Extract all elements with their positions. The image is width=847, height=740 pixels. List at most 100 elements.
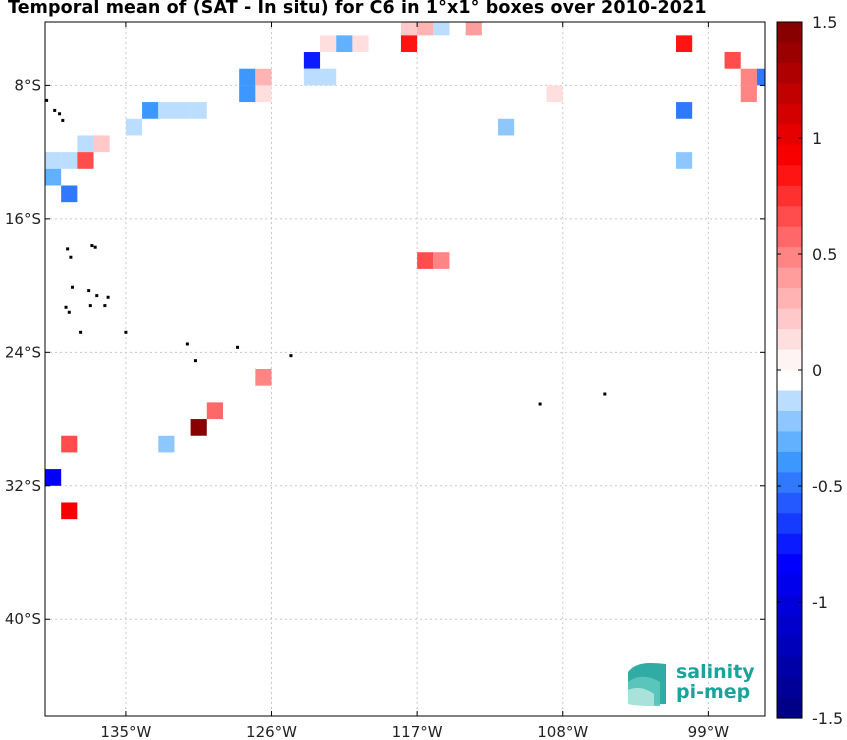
island-marker: [45, 98, 49, 102]
heatmap-cell: [676, 102, 693, 119]
heatmap-cell: [320, 68, 337, 86]
colorbar-tick-label: -1: [812, 593, 828, 612]
island-marker: [61, 118, 65, 122]
salinity-pimep-logo: salinity pi-mep: [628, 661, 755, 706]
heatmap-cell: [352, 35, 369, 53]
island-marker: [124, 330, 128, 334]
colorbar-swatch: [777, 656, 802, 678]
y-tick-label: 24°S: [5, 343, 41, 361]
heatmap-cell: [676, 35, 693, 53]
heatmap-cell: [303, 52, 321, 69]
colorbar-swatch: [777, 62, 802, 85]
heatmap-cell: [433, 252, 450, 269]
x-tick-label: 117°W: [392, 723, 443, 740]
island-marker: [53, 108, 57, 112]
island-marker: [236, 345, 240, 349]
logo-line2: pi-mep: [676, 681, 750, 703]
colorbar-swatch: [777, 144, 802, 166]
island-marker: [71, 285, 75, 289]
colorbar-tick-label: -0.5: [812, 477, 843, 496]
heatmap-cell: [206, 402, 223, 420]
heatmap-cell: [740, 68, 757, 86]
colorbar-swatch: [777, 83, 802, 105]
heatmap-cell: [61, 435, 78, 453]
heatmap-cell: [190, 102, 207, 119]
colorbar-swatch: [777, 574, 802, 596]
colorbar-swatch: [777, 206, 802, 228]
colorbar-swatch: [777, 595, 802, 617]
colorbar-swatch: [777, 390, 802, 412]
x-tick-label: 135°W: [100, 723, 151, 740]
colorbar-tick-label: 0: [812, 361, 822, 380]
y-axis-ticks: 8°S 16°S 24°S 32°S 40°S: [5, 76, 765, 628]
island-marker: [79, 330, 83, 334]
colorbar-tick-label: 0.5: [812, 245, 837, 264]
y-tick-label: 32°S: [5, 477, 41, 495]
colorbar-swatch: [777, 492, 802, 514]
heatmap-cell: [255, 85, 272, 103]
colorbar-tick-label: -1.5: [812, 709, 843, 728]
colorbar-swatch: [777, 226, 802, 248]
colorbar-swatch: [777, 533, 802, 555]
island-marker: [103, 304, 107, 308]
heatmap-cell: [724, 52, 741, 69]
island-marker: [106, 295, 110, 299]
logo-wave-icon-layer-2: [628, 687, 654, 706]
island-marker: [88, 304, 92, 308]
heatmap-cell: [756, 68, 765, 86]
logo-line1: salinity: [676, 661, 755, 683]
heatmap-cell: [336, 35, 353, 53]
colorbar-tick-label: 1: [812, 129, 822, 148]
island-marker: [185, 342, 189, 346]
heatmap-cell: [255, 68, 272, 86]
heatmap-cell: [498, 118, 515, 136]
colorbar-swatch: [777, 697, 802, 719]
island-marker: [69, 255, 73, 259]
heatmap-cell: [740, 85, 757, 103]
colorbar-swatch: [777, 349, 802, 371]
island-marker: [87, 289, 91, 293]
x-tick-label: 126°W: [246, 723, 297, 740]
heatmap-cell: [546, 85, 563, 103]
colorbar-swatch: [777, 410, 802, 433]
land-markers: [45, 98, 607, 406]
colorbar-swatch: [777, 554, 802, 576]
colorbar-swatch: [777, 185, 802, 207]
colorbar-swatch: [777, 472, 802, 494]
island-marker: [64, 305, 68, 309]
heatmap-cell: [158, 102, 175, 119]
colorbar: [776, 21, 803, 719]
page-title: Temporal mean of (SAT - In situ) for C6 …: [8, 0, 707, 18]
colorbar-swatch: [777, 636, 802, 658]
island-marker: [93, 245, 97, 249]
island-marker: [289, 354, 293, 358]
heatmap-cell: [433, 22, 450, 36]
colorbar-swatch: [777, 124, 802, 146]
heatmap-cell: [45, 469, 62, 486]
y-tick-label: 16°S: [5, 210, 41, 228]
island-marker: [603, 392, 607, 396]
heatmap-cell: [239, 85, 256, 103]
heatmap-cell: [174, 102, 191, 119]
heatmap-cell: [417, 22, 434, 36]
island-marker: [67, 310, 71, 314]
colorbar-swatch: [777, 267, 802, 289]
heatmap-cell: [417, 252, 434, 269]
island-marker: [193, 359, 197, 363]
x-tick-label: 108°W: [537, 723, 588, 740]
island-marker: [66, 247, 70, 251]
heatmap-cell: [125, 118, 143, 136]
heatmap-cell: [61, 502, 78, 520]
heatmap-cell: [93, 135, 110, 153]
heatmap-cell: [61, 185, 78, 203]
heatmap-cell: [465, 22, 482, 36]
island-marker: [90, 244, 94, 248]
colorbar-swatch: [777, 615, 802, 637]
island-marker: [95, 294, 99, 298]
colorbar-tick-label: 1.5: [812, 13, 837, 32]
colorbar-swatch: [777, 165, 802, 187]
heatmap-cell: [320, 35, 337, 53]
heatmap-cell: [303, 68, 321, 86]
colorbar-swatch: [777, 103, 802, 125]
heatmap-cell: [400, 22, 418, 36]
